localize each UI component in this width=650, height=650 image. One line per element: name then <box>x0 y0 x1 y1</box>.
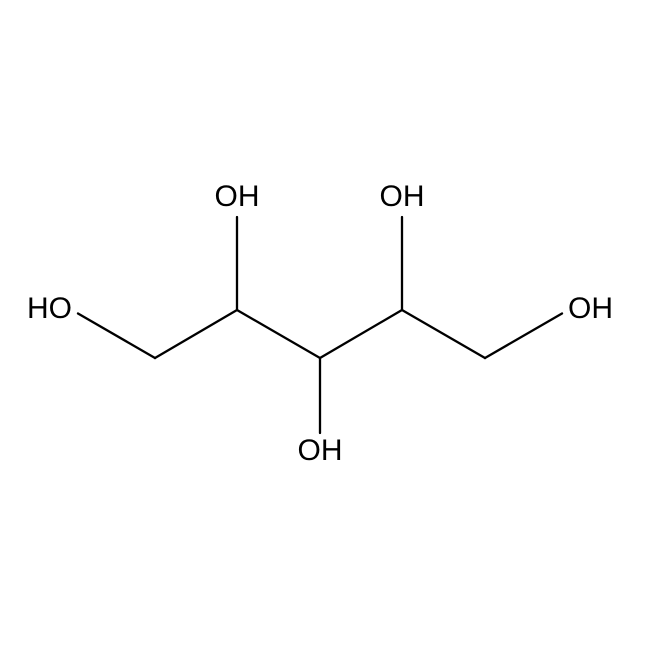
bond <box>320 310 402 358</box>
bond <box>402 310 485 358</box>
bond <box>155 310 237 358</box>
chemical-structure-diagram: HO OH OH OH OH <box>0 0 650 650</box>
bond <box>78 313 155 358</box>
atom-label: OH <box>380 180 425 213</box>
atom-label: OH <box>568 292 613 325</box>
bond <box>237 310 320 358</box>
atom-label: OH <box>298 434 343 467</box>
bond <box>485 313 562 358</box>
atom-label: HO <box>27 292 72 325</box>
atom-label: OH <box>215 180 260 213</box>
